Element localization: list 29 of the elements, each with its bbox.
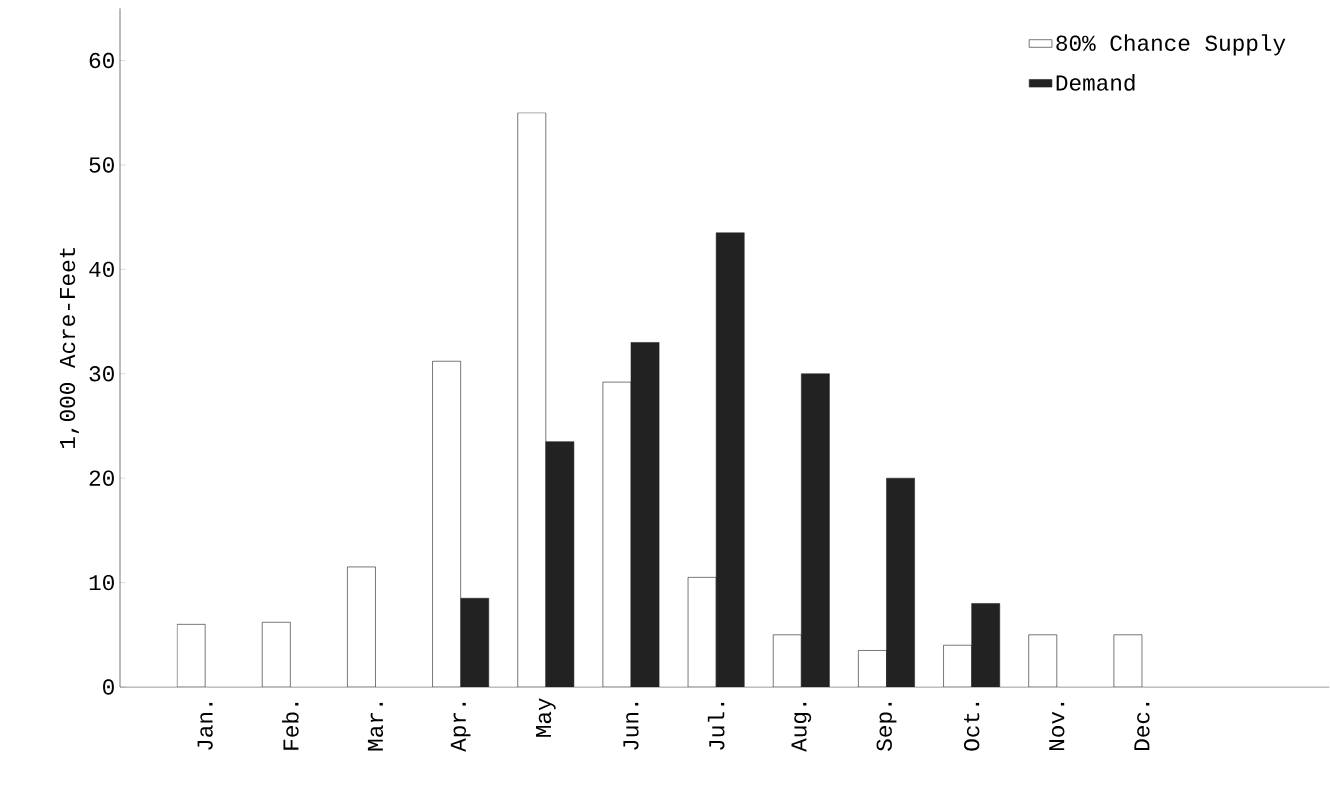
x-tick-label: Apr. [450,702,471,752]
x-tick-label: Oct. [963,702,980,751]
bar [630,342,660,687]
y-tick-label: 0 [103,679,114,695]
x-tick-label: Nov. [1049,702,1065,751]
bar [886,477,915,687]
x-tick-label: Jun. [623,702,639,750]
bar [971,603,1001,687]
bar [460,597,490,687]
y-axis-title: 1,000 Acre-Feet [59,248,79,449]
y-tick-label: 60 [89,52,114,69]
y-tick-label: 50 [89,157,114,173]
y-tick-label: 10 [89,574,114,591]
bar [801,373,830,687]
legend-label: Demand [1056,74,1135,91]
x-tick-label: May [536,698,556,737]
y-tick-label: 40 [89,261,114,278]
x-tick-label: Feb. [282,702,299,750]
x-tick-label: Jan. [197,702,213,750]
x-tick-label: Dec. [1134,702,1150,751]
y-tick-label: 30 [89,366,114,382]
legend-label: 80% Chance Supply [1056,34,1286,56]
x-tick-label: Sep. [876,702,897,751]
x-tick-label: Mar. [367,702,384,751]
y-tick-label: 20 [89,470,114,486]
bar [715,232,745,687]
x-tick-label: Aug. [791,702,812,752]
bar [545,441,575,687]
x-tick-label: Jul. [707,702,725,750]
